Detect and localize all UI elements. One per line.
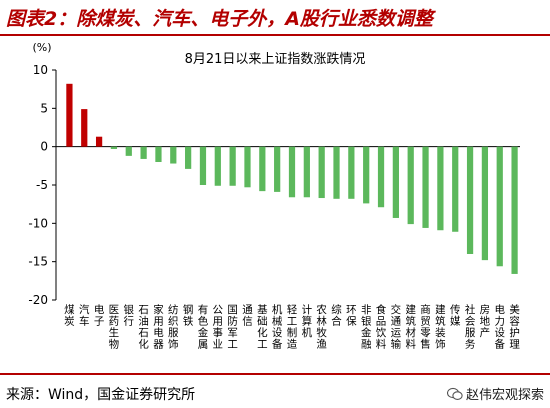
x-tick-label: 基础化工 [257, 303, 268, 351]
x-tick-label: 机械设备 [272, 303, 283, 351]
x-tick-label: 美容护理 [509, 303, 520, 351]
watermark: 赵伟宏观探索 [446, 384, 544, 403]
x-tick-label: 交通运输 [391, 303, 402, 351]
y-tick-label: 5 [40, 101, 48, 115]
bar [95, 136, 103, 147]
x-tick-label: 通信 [242, 304, 253, 328]
x-tick-label: 医药生物 [109, 304, 120, 351]
bar [155, 146, 162, 162]
bar [288, 146, 296, 198]
bar [110, 146, 118, 149]
bar [125, 146, 132, 156]
bar [481, 146, 489, 261]
bar [348, 146, 355, 199]
bar [229, 146, 236, 186]
x-tick-label: 电力设备 [494, 303, 505, 351]
watermark-text: 赵伟宏观探索 [465, 388, 544, 403]
x-tick-label: 社会服务 [465, 303, 476, 351]
x-tick-label: 钢铁 [183, 303, 194, 328]
figure-header: 图表2：除煤炭、汽车、电子外，A股行业悉数调整 [0, 0, 550, 36]
bar [511, 146, 518, 274]
x-tick-label: 综合 [331, 303, 342, 328]
bar [437, 146, 444, 231]
x-tick-label: 非银金融 [361, 304, 372, 351]
x-tick-label: 建筑材料 [405, 303, 416, 351]
bar-chart: 8月21日以来上证指数涨跌情况 (%) 10 5 0 -5 -10 -15 -20 煤炭汽车电子医… [28, 41, 520, 351]
bar [81, 109, 88, 147]
x-tick-label: 国防军工 [227, 304, 238, 351]
x-tick-label: 计算机 [302, 303, 313, 339]
x-tick-label: 传媒 [450, 304, 461, 328]
x-tick-label: 电子 [94, 303, 105, 328]
y-tick-label: -15 [28, 255, 48, 269]
bar [185, 146, 192, 169]
x-tick-label: 纺织服饰 [168, 303, 179, 351]
bar [392, 146, 399, 218]
y-tick-label: -20 [28, 293, 48, 307]
bar [274, 146, 281, 192]
bar [170, 146, 177, 164]
x-tick-label: 商贸零售 [420, 303, 431, 351]
bar [452, 146, 459, 232]
y-tick-label: -5 [36, 178, 48, 192]
bar [66, 83, 73, 147]
x-tick-label: 家用电器 [153, 303, 164, 351]
bar [496, 146, 503, 267]
wechat-icon [446, 387, 463, 400]
bar [259, 146, 266, 192]
x-tick-label: 房地产 [480, 303, 491, 339]
bar [377, 146, 385, 208]
x-tick-label: 农林牧渔 [316, 303, 327, 351]
bar [466, 146, 474, 254]
figure-title: 图表2：除煤炭、汽车、电子外，A股行业悉数调整 [6, 8, 433, 30]
bar [318, 146, 325, 199]
bar [363, 146, 370, 204]
x-tick-label: 轻工制造 [287, 303, 298, 351]
bar [214, 146, 221, 186]
y-tick-label: -10 [28, 216, 48, 230]
bar [333, 146, 340, 199]
x-tick-label: 公用事业 [213, 304, 224, 351]
x-tick-label: 汽车 [79, 303, 90, 328]
x-tick-label: 建筑装饰 [435, 303, 446, 351]
y-tick-label: 10 [33, 63, 48, 77]
x-tick-label: 有色金属 [198, 303, 209, 351]
bar [140, 146, 147, 159]
x-tick-label: 石油石化 [138, 304, 149, 351]
x-tick-label: 食品饮料 [376, 303, 387, 351]
source-note: 来源：Wind，国金证券研究所 [6, 387, 196, 403]
bar [303, 146, 310, 198]
bar [199, 146, 207, 185]
x-tick-label: 环保 [346, 304, 357, 328]
figure-footer: 来源：Wind，国金证券研究所 赵伟宏观探索 [0, 373, 550, 408]
y-unit-label: (%) [32, 41, 51, 54]
bar [244, 146, 251, 188]
bar [422, 146, 429, 228]
x-tick-label: 银行 [124, 303, 135, 328]
y-tick-label: 0 [40, 140, 48, 154]
bar [407, 146, 414, 225]
chart-title: 8月21日以来上证指数涨跌情况 [185, 51, 366, 67]
x-tick-label: 煤炭 [64, 303, 75, 328]
